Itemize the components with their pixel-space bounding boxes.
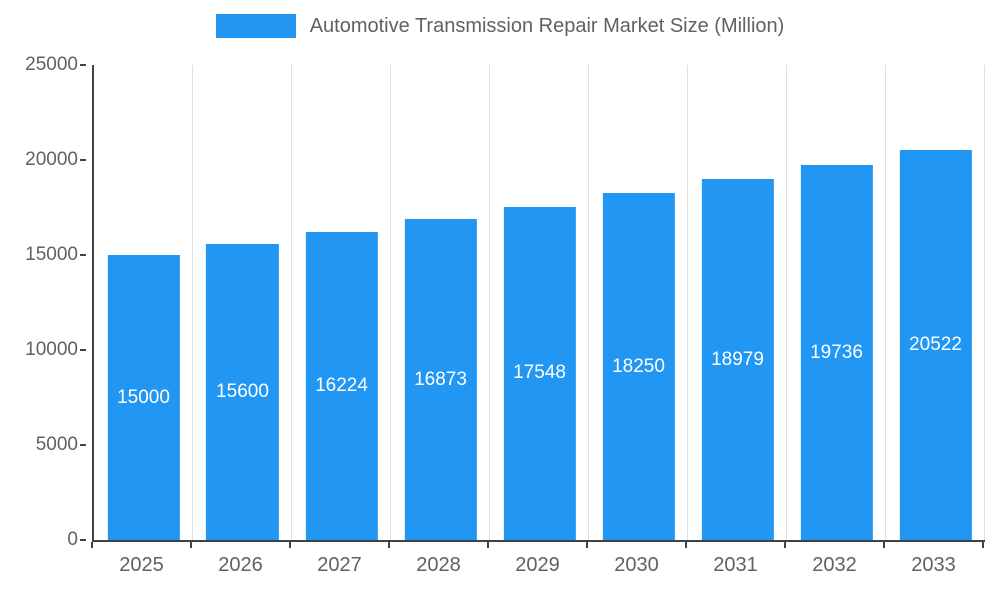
y-axis: 0 5000 10000 15000 20000 25000 xyxy=(0,54,86,550)
x-axis-tick xyxy=(784,542,786,548)
x-axis-label: 2031 xyxy=(713,554,758,576)
bar-2033[interactable]: 20522 xyxy=(899,150,972,540)
bar-2025[interactable]: 15000 xyxy=(107,255,180,540)
x-axis-tick xyxy=(387,542,390,548)
y-axis-tick xyxy=(80,349,86,351)
bar-value-label: 16873 xyxy=(414,368,467,390)
gridline-vertical xyxy=(787,65,886,540)
bar-value-label: 18250 xyxy=(612,355,665,377)
x-axis-label: 2030 xyxy=(614,554,659,576)
gridline-vertical xyxy=(292,65,391,540)
y-axis-tick-label: 15000 xyxy=(25,244,78,265)
gridline-vertical xyxy=(391,65,490,540)
gridline-vertical xyxy=(589,65,688,540)
y-axis-tick xyxy=(80,539,86,541)
bar-2031[interactable]: 18979 xyxy=(701,179,774,540)
bar-value-label: 18979 xyxy=(711,348,764,370)
x-axis-label: 2032 xyxy=(812,554,857,576)
x-axis-tick xyxy=(190,542,192,548)
bar-2032[interactable]: 19736 xyxy=(800,165,873,540)
bar-value-label: 15000 xyxy=(117,386,170,408)
x-axis-tick xyxy=(289,542,291,548)
x-axis-tick xyxy=(883,542,885,548)
gridline-vertical xyxy=(490,65,589,540)
bar-value-label: 17548 xyxy=(513,362,566,384)
legend[interactable]: Automotive Transmission Repair Market Si… xyxy=(0,14,1000,38)
y-axis-tick xyxy=(80,254,86,256)
legend-label: Automotive Transmission Repair Market Si… xyxy=(309,14,785,37)
x-axis-label: 2026 xyxy=(218,554,263,576)
gridline-vertical xyxy=(886,65,985,540)
plot-area: 15000 15600 16224 16873 17548 18250 18979 19736… xyxy=(92,65,985,542)
bar-2030[interactable]: 18250 xyxy=(602,193,675,540)
x-axis-label: 2027 xyxy=(317,554,362,576)
x-axis-tick xyxy=(487,542,489,548)
bar-value-label: 19736 xyxy=(810,341,863,363)
x-axis-tick xyxy=(982,542,984,548)
bar-2027[interactable]: 16224 xyxy=(305,231,378,540)
gridline-vertical xyxy=(193,65,292,540)
x-axis-tick xyxy=(684,542,687,548)
bar-2028[interactable]: 16873 xyxy=(404,219,477,540)
y-axis-tick-label: 20000 xyxy=(25,149,78,170)
y-axis-tick-label: 25000 xyxy=(25,54,78,75)
gridline-vertical xyxy=(688,65,787,540)
legend-swatch-icon[interactable] xyxy=(215,14,296,38)
x-axis-label: 2033 xyxy=(911,554,956,576)
bar-value-label: 15600 xyxy=(216,380,269,402)
y-axis-tick-label: 0 xyxy=(67,529,78,550)
x-axis-label: 2029 xyxy=(515,554,560,576)
bar-value-label: 16224 xyxy=(315,374,368,396)
y-axis-tick-label: 5000 xyxy=(35,434,78,455)
bar-value-label: 20522 xyxy=(909,334,962,356)
y-axis-tick xyxy=(80,159,86,161)
gridline-vertical xyxy=(94,65,193,540)
bar-2026[interactable]: 15600 xyxy=(206,243,279,540)
x-axis-label: 2028 xyxy=(416,554,461,576)
x-axis-tick xyxy=(586,542,588,548)
x-axis-label: 2025 xyxy=(119,554,164,576)
y-axis-tick xyxy=(80,64,86,66)
x-axis-tick xyxy=(91,542,93,548)
y-axis-tick-label: 10000 xyxy=(25,339,78,360)
bar-2029[interactable]: 17548 xyxy=(503,206,576,540)
y-axis-tick xyxy=(80,444,86,446)
x-axis: 2025 2026 2027 2028 2029 2030 2031 2032 2033 xyxy=(91,542,984,586)
